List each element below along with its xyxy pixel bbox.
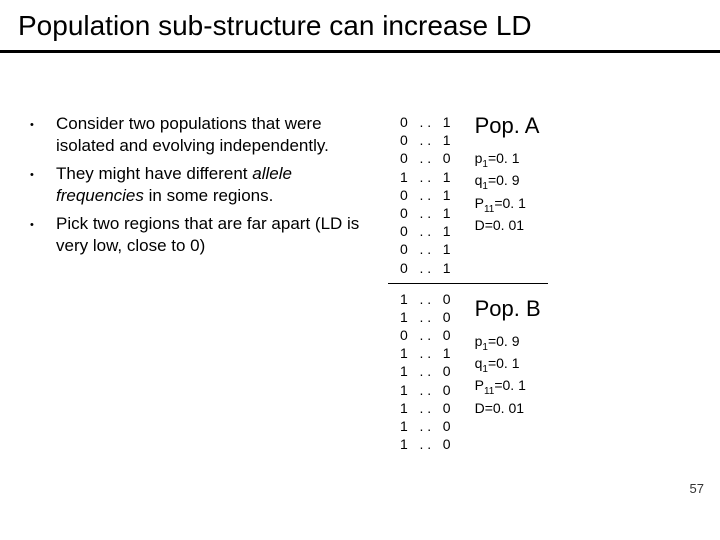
data-row: 1 . . 0	[400, 417, 451, 435]
page-title: Population sub-structure can increase LD	[18, 10, 702, 42]
population-b-info: Pop. B p1=0. 9 q1=0. 1 P11=0. 1 D=0. 01	[469, 290, 541, 418]
population-a-data: 0 . . 10 . . 10 . . 01 . . 10 . . 10 . .…	[400, 113, 469, 277]
stat-D: D=0. 01	[475, 216, 540, 235]
stat-p1: p1=0. 9	[475, 332, 541, 354]
bullet-item: • They might have different allele frequ…	[30, 163, 360, 207]
bullet-text: Consider two populations that were isola…	[56, 113, 360, 157]
population-a-label: Pop. A	[475, 113, 540, 139]
stat-p1: p1=0. 1	[475, 149, 540, 171]
data-row: 0 . . 1	[400, 259, 451, 277]
bullet-text: Pick two regions that are far apart (LD …	[56, 213, 360, 257]
page-number: 57	[690, 481, 704, 496]
population-a-info: Pop. A p1=0. 1 q1=0. 9 P11=0. 1 D=0. 01	[469, 113, 540, 235]
population-b-block: 1 . . 01 . . 00 . . 01 . . 11 . . 01 . .…	[400, 290, 548, 454]
data-row: 0 . . 1	[400, 113, 451, 131]
data-row: 1 . . 0	[400, 362, 451, 380]
data-row: 0 . . 1	[400, 204, 451, 222]
population-b-data: 1 . . 01 . . 00 . . 01 . . 11 . . 01 . .…	[400, 290, 469, 454]
data-row: 1 . . 1	[400, 168, 451, 186]
bullet-dot-icon: •	[30, 213, 56, 257]
population-b-label: Pop. B	[475, 296, 541, 322]
stat-q1: q1=0. 1	[475, 354, 541, 376]
bullet-dot-icon: •	[30, 113, 56, 157]
stat-P11: P11=0. 1	[475, 376, 541, 398]
stat-P11: P11=0. 1	[475, 194, 540, 216]
data-row: 0 . . 1	[400, 131, 451, 149]
data-row: 1 . . 0	[400, 290, 451, 308]
content-area: • Consider two populations that were iso…	[0, 53, 720, 453]
data-row: 0 . . 1	[400, 240, 451, 258]
stat-q1: q1=0. 9	[475, 171, 540, 193]
stat-D: D=0. 01	[475, 399, 541, 418]
data-row: 1 . . 0	[400, 399, 451, 417]
data-row: 0 . . 0	[400, 326, 451, 344]
data-row: 1 . . 0	[400, 381, 451, 399]
population-b-stats: p1=0. 9 q1=0. 1 P11=0. 1 D=0. 01	[475, 332, 541, 418]
bullet-item: • Consider two populations that were iso…	[30, 113, 360, 157]
population-a-block: 0 . . 10 . . 10 . . 01 . . 10 . . 10 . .…	[400, 113, 548, 277]
population-a-stats: p1=0. 1 q1=0. 9 P11=0. 1 D=0. 01	[475, 149, 540, 235]
data-row: 0 . . 1	[400, 222, 451, 240]
bullet-list: • Consider two populations that were iso…	[0, 113, 370, 453]
data-row: 0 . . 1	[400, 186, 451, 204]
data-row: 0 . . 0	[400, 149, 451, 167]
bullet-dot-icon: •	[30, 163, 56, 207]
populations-panel: 0 . . 10 . . 10 . . 01 . . 10 . . 10 . .…	[370, 113, 548, 453]
bullet-item: • Pick two regions that are far apart (L…	[30, 213, 360, 257]
data-row: 1 . . 1	[400, 344, 451, 362]
population-divider	[388, 283, 548, 284]
data-row: 1 . . 0	[400, 435, 451, 453]
data-row: 1 . . 0	[400, 308, 451, 326]
bullet-text: They might have different allele frequen…	[56, 163, 360, 207]
title-bar: Population sub-structure can increase LD	[0, 0, 720, 53]
